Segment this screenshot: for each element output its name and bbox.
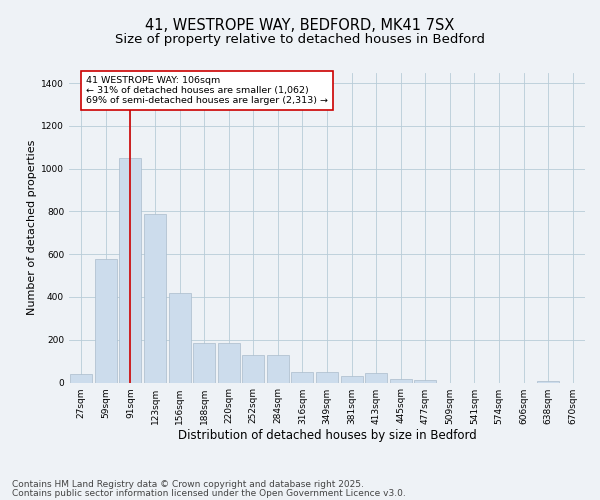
Bar <box>316 372 338 382</box>
Bar <box>70 374 92 382</box>
Bar <box>169 292 191 382</box>
Bar <box>414 380 436 382</box>
Bar <box>267 354 289 382</box>
Bar <box>242 354 265 382</box>
Bar <box>389 380 412 382</box>
Bar <box>119 158 142 382</box>
Bar <box>365 373 387 382</box>
Text: Size of property relative to detached houses in Bedford: Size of property relative to detached ho… <box>115 32 485 46</box>
Text: Contains public sector information licensed under the Open Government Licence v3: Contains public sector information licen… <box>12 488 406 498</box>
Bar <box>144 214 166 382</box>
Bar <box>193 343 215 382</box>
Text: 41, WESTROPE WAY, BEDFORD, MK41 7SX: 41, WESTROPE WAY, BEDFORD, MK41 7SX <box>145 18 455 32</box>
Bar <box>292 372 313 382</box>
Text: Contains HM Land Registry data © Crown copyright and database right 2025.: Contains HM Land Registry data © Crown c… <box>12 480 364 489</box>
Y-axis label: Number of detached properties: Number of detached properties <box>27 140 37 315</box>
Bar <box>95 258 117 382</box>
X-axis label: Distribution of detached houses by size in Bedford: Distribution of detached houses by size … <box>178 430 476 442</box>
Bar <box>218 343 240 382</box>
Bar <box>341 376 362 382</box>
Text: 41 WESTROPE WAY: 106sqm
← 31% of detached houses are smaller (1,062)
69% of semi: 41 WESTROPE WAY: 106sqm ← 31% of detache… <box>86 76 328 106</box>
